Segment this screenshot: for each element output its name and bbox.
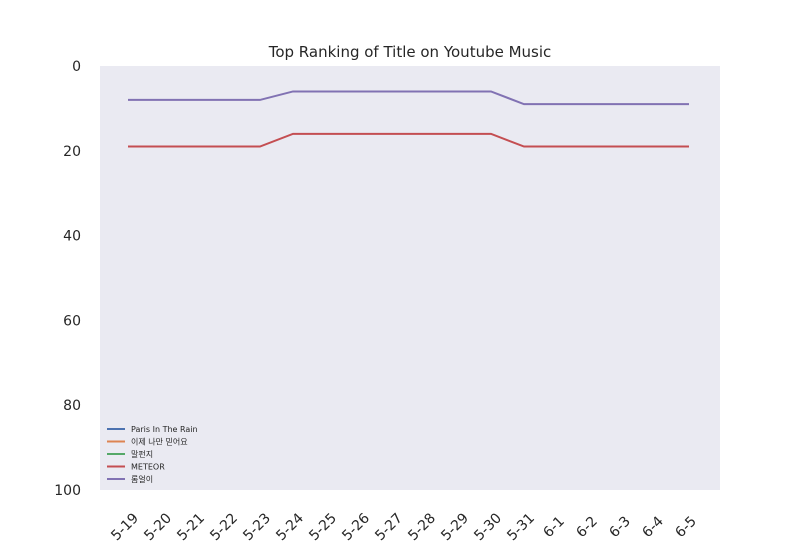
x-tick-label: 5-23 <box>240 510 274 544</box>
x-tick-label: 6-5 <box>672 513 699 540</box>
x-tick-label: 5-31 <box>504 510 538 544</box>
x-tick-label: 5-21 <box>174 510 208 544</box>
x-tick-label: 5-24 <box>273 510 307 544</box>
y-tick-label: 20 <box>63 144 81 160</box>
plot-area <box>100 66 720 490</box>
y-tick-label: 60 <box>63 313 81 329</box>
legend-label: 말펀지 <box>131 450 153 459</box>
x-tick-label: 5-25 <box>306 510 340 544</box>
y-tick-label: 40 <box>63 229 81 245</box>
x-tick-label: 5-27 <box>372 510 406 544</box>
x-tick-label: 6-3 <box>606 513 633 540</box>
x-tick-label: 6-2 <box>573 513 600 540</box>
x-tick-label: 5-29 <box>438 510 472 544</box>
y-tick-label: 100 <box>54 483 81 499</box>
legend-label: 롬얼이 <box>131 474 153 484</box>
y-tick-label: 0 <box>72 59 81 75</box>
legend-label: 이제 나만 믿어요 <box>131 437 188 447</box>
x-tick-label: 6-1 <box>540 513 567 540</box>
x-axis: 5-19 5-20 5-21 5-22 5-23 5-24 5-25 5-26 5-27 5-28… <box>108 510 700 544</box>
series-lines <box>128 90 689 148</box>
x-tick-label: 5-26 <box>339 510 373 544</box>
x-tick-label: 5-22 <box>207 510 241 544</box>
x-tick-label: 6-4 <box>639 513 667 541</box>
legend-label: METEOR <box>131 463 165 472</box>
x-tick-label: 5-20 <box>141 510 175 544</box>
x-tick-label: 5-30 <box>471 510 505 544</box>
x-tick-label: 5-28 <box>405 510 439 544</box>
chart-title: Top Ranking of Title on Youtube Music <box>268 43 552 61</box>
y-axis: 0 20 40 60 80 100 <box>54 59 81 499</box>
series-line-4 <box>128 90 689 106</box>
y-tick-label: 80 <box>63 398 81 414</box>
legend-label: Paris In The Rain <box>131 425 198 434</box>
x-tick-label: 5-19 <box>108 510 142 544</box>
series-line-3 <box>128 132 689 148</box>
